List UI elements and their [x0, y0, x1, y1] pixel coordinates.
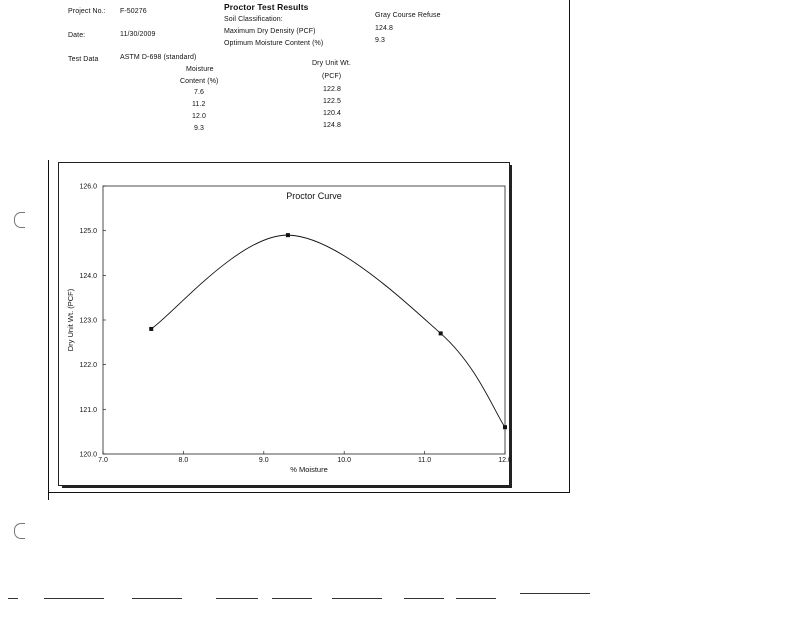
- scan-line: [216, 598, 258, 599]
- density-header-line2: (PCF): [322, 73, 342, 80]
- page-left-edge: [48, 160, 49, 500]
- chart-title: Proctor Curve: [286, 191, 342, 201]
- moisture-header-line2: Content (%): [180, 78, 219, 85]
- table-row-2-moisture: 11.2: [192, 101, 206, 108]
- optimum-moisture-value: 9.3: [375, 37, 386, 44]
- scan-line: [132, 598, 182, 599]
- scan-line: [8, 598, 18, 599]
- table-row-4-density: 124.8: [323, 122, 342, 129]
- moisture-header-line1: Moisture: [186, 66, 214, 73]
- scan-line: [404, 598, 444, 599]
- optimum-moisture-label: Optimum Moisture Content (%): [224, 40, 324, 47]
- data-point: [503, 425, 507, 430]
- x-tick-label: 8.0: [179, 457, 189, 464]
- y-tick-label: 122.0: [79, 362, 97, 369]
- table-row-3-moisture: 12.0: [192, 113, 207, 120]
- test-data-label: Test Data: [68, 56, 99, 63]
- y-tick-label: 126.0: [79, 184, 97, 191]
- project-value: F-50276: [120, 8, 147, 15]
- y-axis-label: Dry Unit Wt. (PCF): [66, 288, 75, 351]
- table-row-1-density: 122.8: [323, 86, 342, 93]
- y-tick-label: 123.0: [79, 318, 97, 325]
- page-bottom-edge: [48, 492, 570, 493]
- x-tick-label: 12.0: [498, 457, 512, 464]
- max-dry-density-value: 124.8: [375, 25, 394, 32]
- plot-area: [102, 185, 506, 455]
- table-row-4-moisture: 9.3: [194, 125, 205, 132]
- data-point: [438, 331, 443, 336]
- date-value: 11/30/2009: [120, 31, 156, 38]
- y-tick-label: 121.0: [79, 407, 97, 414]
- scan-line: [456, 598, 496, 599]
- scan-line: [44, 598, 104, 599]
- x-tick-label: 11.0: [418, 457, 431, 464]
- table-row-1-moisture: 7.6: [194, 89, 205, 96]
- max-dry-density-label: Maximum Dry Density (PCF): [224, 28, 316, 35]
- soil-classification-value: Gray Course Refuse: [375, 12, 441, 19]
- y-tick-label: 120.0: [79, 452, 97, 459]
- date-label: Date:: [68, 32, 86, 39]
- density-header-line1: Dry Unit Wt.: [312, 60, 351, 67]
- soil-classification-label: Soil Classification:: [224, 16, 283, 23]
- x-tick-label: 7.0: [98, 457, 108, 464]
- binder-hole-mark: [14, 523, 25, 539]
- table-row-2-density: 122.5: [323, 98, 342, 105]
- chart-frame: [58, 162, 510, 486]
- results-title: Proctor Test Results: [224, 2, 309, 12]
- proctor-curve-line: [150, 234, 506, 428]
- test-data-value: ASTM D-698 (standard): [120, 54, 197, 61]
- x-axis-label: % Moisture: [290, 465, 328, 474]
- chart-frame-shadow: [62, 486, 512, 488]
- y-tick-label: 125.0: [79, 228, 97, 235]
- binder-hole-mark: [14, 212, 25, 228]
- x-tick-label: 9.0: [259, 457, 269, 464]
- y-tick-label: 124.0: [79, 273, 97, 280]
- scan-line: [520, 593, 590, 594]
- data-point: [149, 326, 154, 331]
- data-point: [285, 233, 290, 238]
- table-row-3-density: 120.4: [323, 110, 342, 117]
- scan-line: [332, 598, 382, 599]
- chart-frame-shadow: [510, 165, 512, 488]
- project-label: Project No.:: [68, 8, 106, 15]
- x-tick-label: 10.0: [337, 457, 351, 464]
- scan-line: [272, 598, 312, 599]
- page-right-edge: [569, 0, 570, 492]
